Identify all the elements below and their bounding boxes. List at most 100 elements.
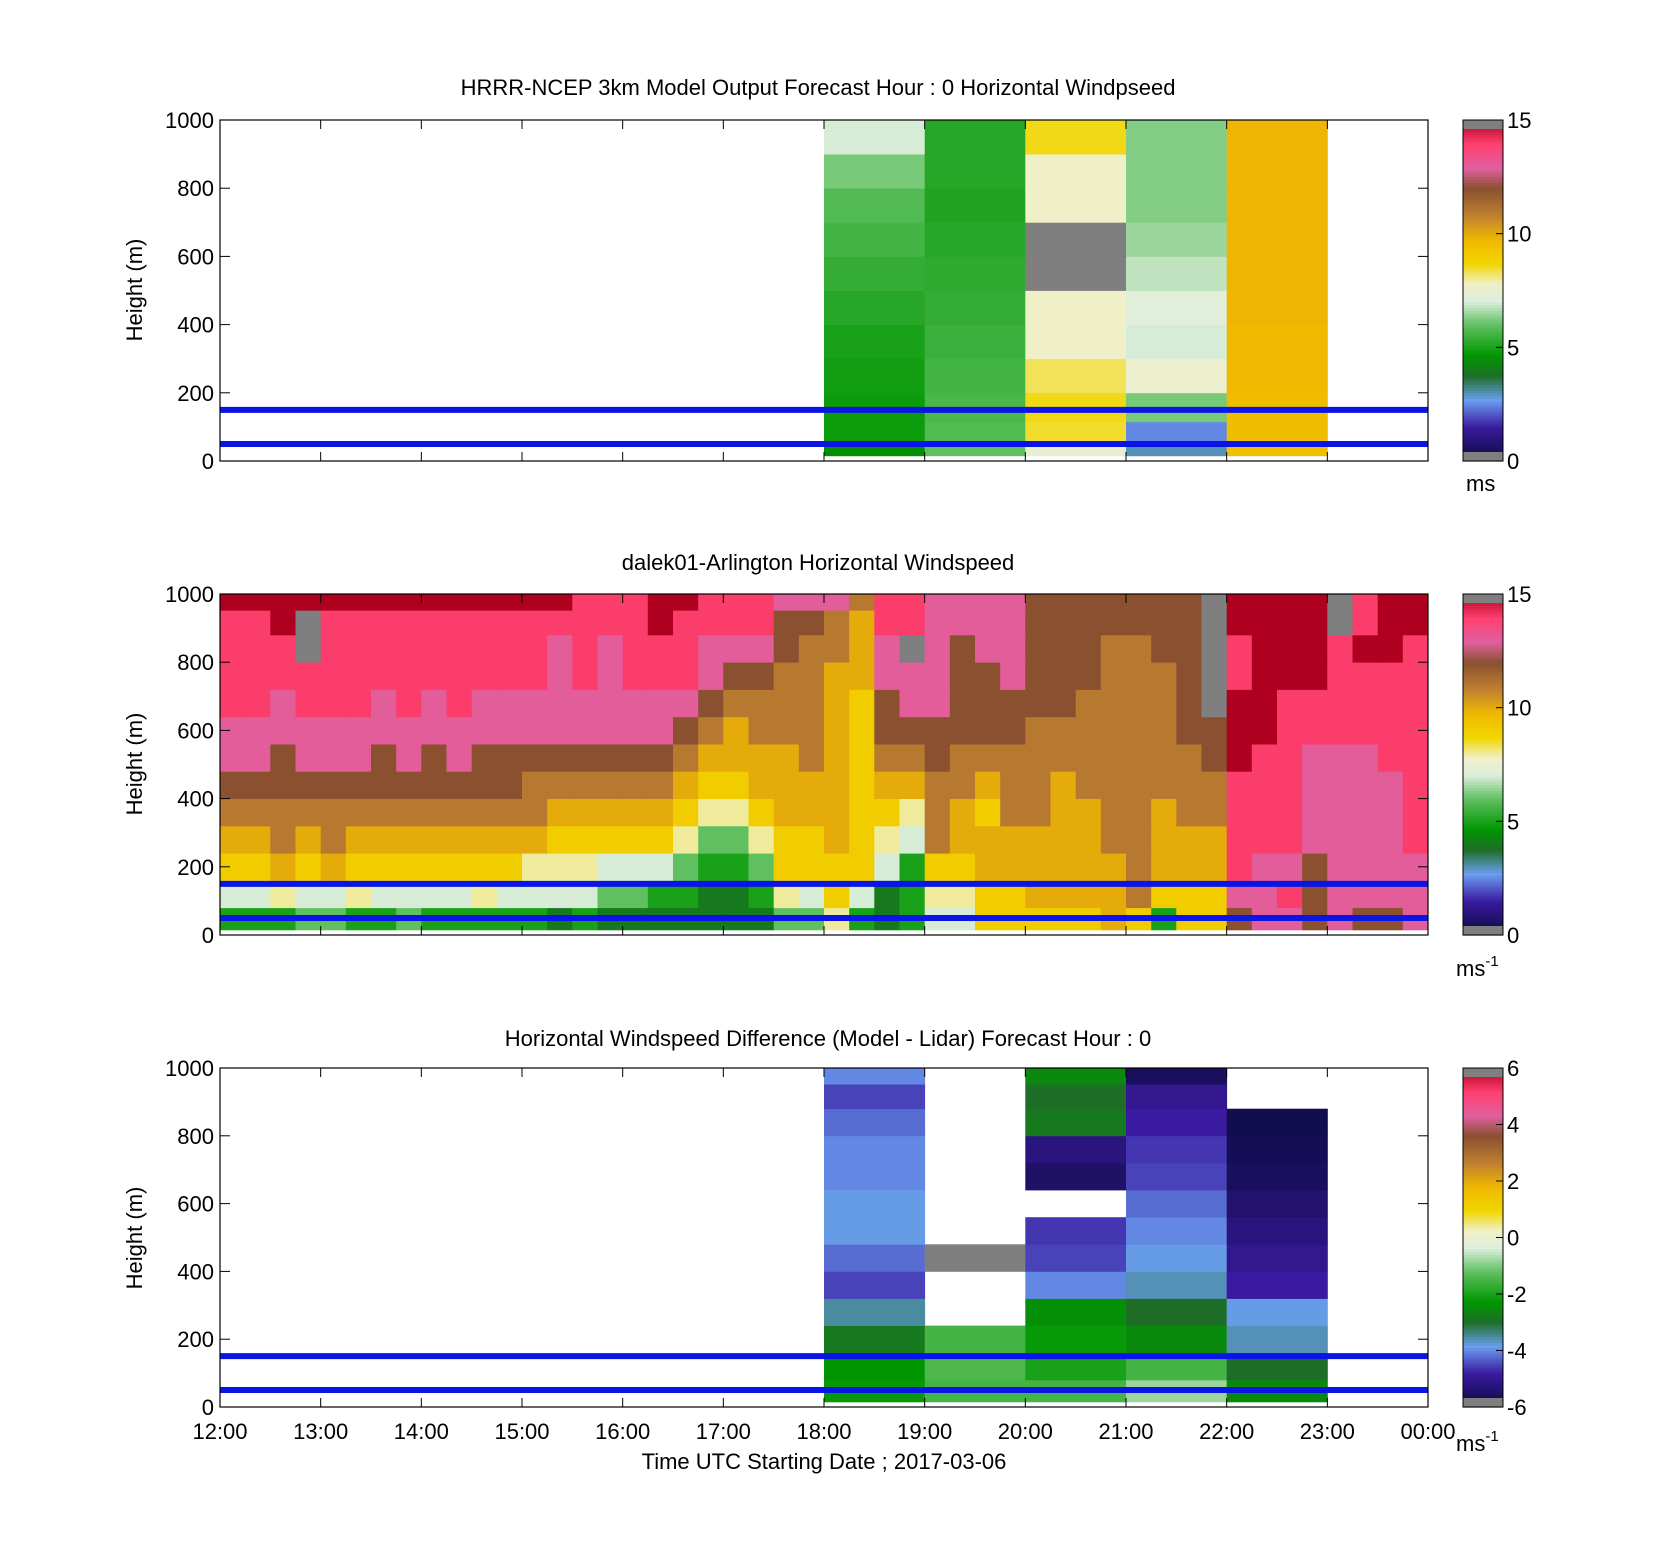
colorbar-tick-label: 6 [1507, 1056, 1519, 1081]
colorbar-swatch [1463, 162, 1503, 167]
colorbar-swatch [1463, 696, 1503, 700]
heatmap-cell [1377, 744, 1404, 772]
colorbar-swatch [1463, 900, 1503, 905]
heatmap-cell [1251, 716, 1278, 745]
heatmap-cell [1126, 1190, 1228, 1218]
heatmap-cell [1126, 1271, 1228, 1299]
heatmap-cell [295, 798, 322, 827]
colorbar-swatch [1463, 310, 1503, 314]
heatmap-cell [824, 1244, 926, 1272]
colorbar-swatch [1463, 792, 1503, 797]
colorbar-swatch [1463, 1152, 1503, 1157]
heatmap-cell [723, 744, 749, 772]
heatmap-cell [975, 634, 1001, 663]
heatmap-cell [924, 188, 1026, 223]
heatmap-cell [622, 689, 649, 718]
heatmap-cell [270, 744, 296, 772]
colorbar-swatch [1463, 188, 1503, 192]
heatmap-cell [924, 853, 951, 881]
colorbar-swatch [1463, 1237, 1503, 1241]
heatmap-cell [874, 610, 900, 636]
colorbar-swatch [1463, 1243, 1503, 1247]
heatmap-cell [1126, 662, 1152, 690]
colorbar-swatch [1463, 262, 1503, 266]
heatmap-cell [1352, 610, 1379, 636]
heatmap-cell [1025, 689, 1051, 718]
colorbar-swatch [1463, 613, 1503, 618]
colorbar-swatch [1463, 1316, 1503, 1321]
colorbar-swatch [1463, 690, 1503, 695]
heatmap-cell [1050, 771, 1077, 799]
panel-lidar-axis: 0 200 400 600 800 1000 [165, 582, 1429, 948]
heatmap-cell [295, 689, 322, 718]
colorbar-swatch [1463, 313, 1503, 317]
heatmap-cell [874, 662, 900, 690]
panel-model: HRRR-NCEP 3km Model Output Forecast Hour… [122, 75, 1531, 496]
colorbar-swatch [1463, 1234, 1503, 1239]
colorbar-swatch [1463, 1395, 1503, 1400]
heatmap-cell [220, 662, 246, 690]
panel-model-ylabel: Height (m) [122, 239, 147, 342]
heatmap-cell [320, 744, 347, 772]
colorbar-swatch [1463, 216, 1503, 221]
heatmap-cell [1025, 825, 1051, 854]
y-tick-label: 1000 [165, 108, 214, 133]
heatmap-cell [345, 716, 372, 745]
heatmap-cell [1025, 1084, 1127, 1110]
heatmap-cell [496, 610, 523, 636]
heatmap-cell [320, 594, 347, 611]
heatmap-cell [1075, 853, 1102, 881]
colorbar-under [1463, 452, 1503, 461]
colorbar-swatch [1463, 1373, 1503, 1377]
colorbar-swatch [1463, 895, 1503, 899]
colorbar-swatch [1463, 1271, 1503, 1275]
colorbar-swatch [1463, 1251, 1503, 1256]
heatmap-cell [1277, 594, 1303, 611]
colorbar-swatch [1463, 872, 1503, 876]
colorbar-swatch [1463, 1231, 1503, 1236]
heatmap-cell [673, 744, 699, 772]
x-tick-label: 22:00 [1199, 1419, 1254, 1444]
heatmap-cell [824, 222, 926, 257]
heatmap-cell [1050, 594, 1077, 611]
colorbar-swatch [1463, 758, 1503, 763]
colorbar-swatch [1463, 730, 1503, 734]
heatmap-cell [1226, 634, 1253, 663]
heatmap-cell [1402, 634, 1429, 663]
colorbar-swatch [1463, 1076, 1503, 1080]
heatmap-cell [1277, 610, 1303, 636]
heatmap-cell [849, 825, 875, 854]
colorbar-swatch [1463, 355, 1503, 360]
heatmap-cell [1226, 1244, 1328, 1272]
colorbar-swatch [1463, 1107, 1503, 1111]
colorbar-swatch [1463, 650, 1503, 655]
heatmap-cell [1277, 716, 1303, 745]
heatmap-cell [1000, 662, 1026, 690]
colorbar-swatch [1463, 1384, 1503, 1388]
heatmap-cell [471, 716, 498, 745]
heatmap-cell [295, 594, 322, 611]
colorbar-swatch [1463, 296, 1503, 300]
heatmap-cell [773, 716, 800, 745]
heatmap-cell [1302, 798, 1328, 827]
heatmap-cell [1226, 716, 1253, 745]
heatmap-cell [1126, 716, 1152, 745]
heatmap-cell [1226, 1108, 1328, 1137]
heatmap-cell [849, 771, 875, 799]
heatmap-cell [1000, 853, 1026, 881]
colorbar-tick-label: -6 [1507, 1395, 1527, 1420]
heatmap-cell [547, 610, 573, 636]
colorbar-swatch [1463, 625, 1503, 629]
heatmap-cell [345, 594, 372, 611]
colorbar-swatch [1463, 256, 1503, 260]
colorbar-swatch [1463, 667, 1503, 672]
colorbar-swatch [1463, 361, 1503, 365]
colorbar-swatch [1463, 387, 1503, 391]
colorbar-swatch [1463, 1155, 1503, 1160]
heatmap-cell [1352, 634, 1379, 663]
heatmap-cell [421, 594, 447, 611]
colorbar-swatch [1463, 798, 1503, 803]
heatmap-cell [748, 689, 775, 718]
colorbar-swatch [1463, 920, 1503, 925]
colorbar-swatch [1463, 755, 1503, 760]
